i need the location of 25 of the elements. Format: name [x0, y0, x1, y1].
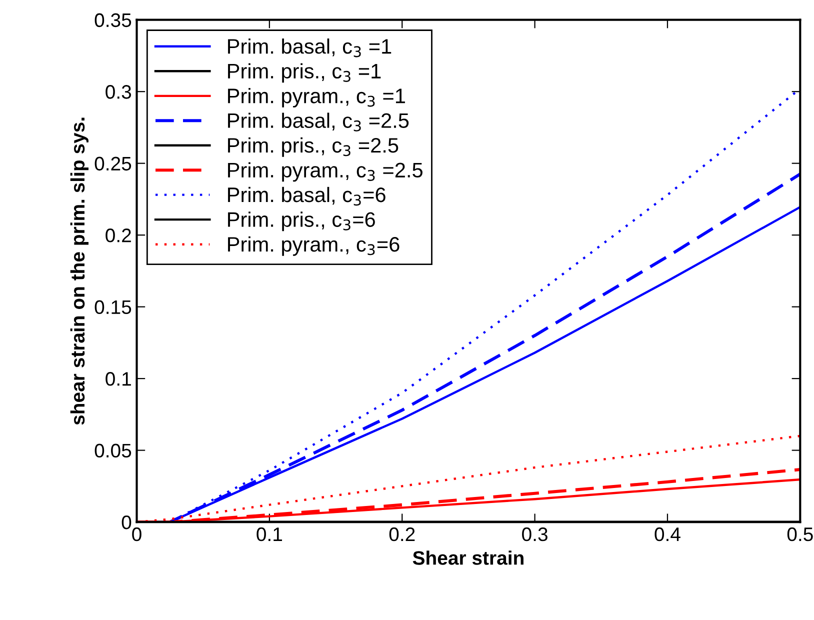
legend-label: Prim. basal, c$_{3}$=6 — [228, 186, 386, 206]
x-tick-label: 0.4 — [654, 527, 680, 542]
x-axis-title: Shear strain — [412, 550, 524, 565]
x-tick-label: 0.3 — [522, 527, 548, 542]
y-tick-label: 0.35 — [94, 13, 132, 28]
y-tick-label: 0.3 — [106, 85, 132, 99]
y-tick-label: 0.1 — [106, 372, 131, 386]
y-tick-label: 0.05 — [94, 444, 132, 458]
legend-label: Prim. pris., c$_{3}$ =1 — [228, 63, 381, 83]
legend-label: Prim. basal, c$_{3}$ =1 — [228, 38, 392, 58]
y-tick-label: 0.15 — [94, 300, 132, 314]
legend-label: Prim. pyram., c$_{3}$ =2.5 — [228, 162, 422, 182]
legend-label: Prim. pris., c$_{3}$ =2.5 — [228, 137, 398, 157]
legend-label: Prim. pris., c$_{3}$=6 — [228, 212, 375, 232]
x-tick-label: 0.2 — [389, 527, 415, 542]
legend-label: Prim. pyram., c$_{3}$ =1 — [228, 88, 405, 108]
x-tick-label: 0 — [132, 527, 142, 542]
x-tick-label: 0.5 — [787, 527, 813, 542]
y-tick-label: 0 — [122, 516, 132, 530]
y-tick-label: 0.25 — [94, 156, 132, 171]
legend-label: Prim. basal, c$_{3}$ =2.5 — [228, 112, 409, 132]
x-tick-label: 0.1 — [256, 527, 282, 542]
y-tick-label: 0.2 — [106, 228, 131, 242]
legend-label: Prim. pyram., c$_{3}$=6 — [228, 236, 400, 256]
y-axis-title: shear strain on the prim. slip sys. — [70, 118, 88, 425]
